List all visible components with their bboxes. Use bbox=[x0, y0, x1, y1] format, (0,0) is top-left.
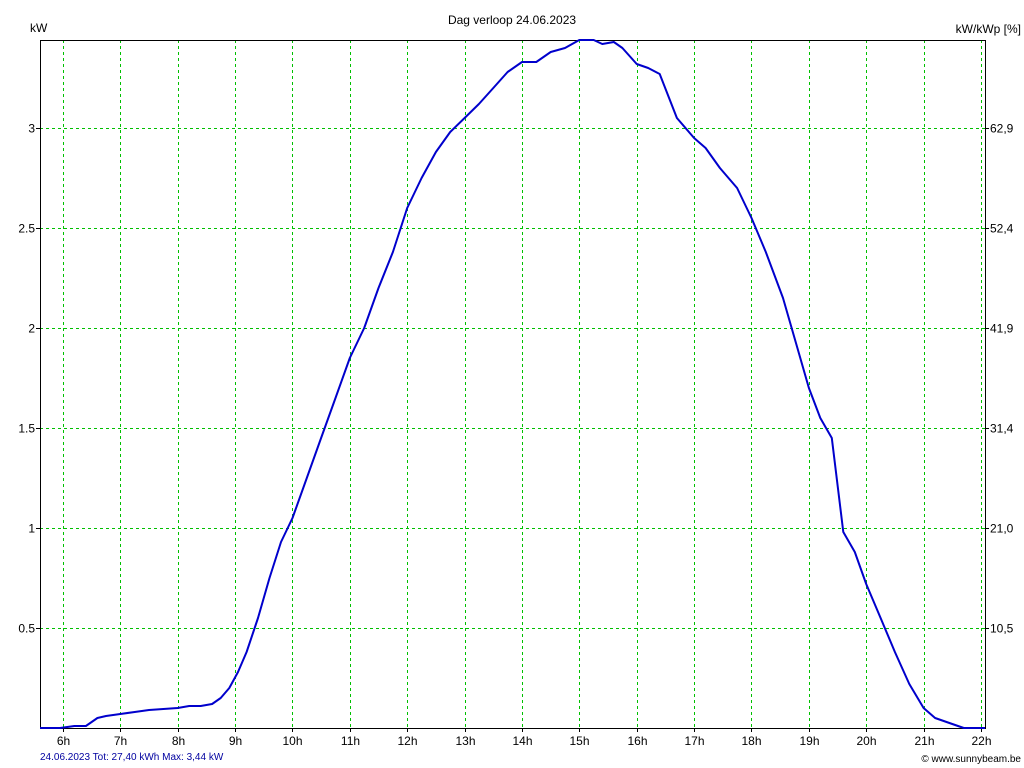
x-tick-label: 7h bbox=[114, 734, 127, 748]
y-tick-label-right: 52,4 bbox=[990, 222, 1014, 236]
x-tick-label: 15h bbox=[569, 734, 589, 748]
axis-ticks: 6h 7h 8h 9h 10h 11h 12h 13h 14h 15h 16h 17h 18h 19h 20… bbox=[18, 122, 1013, 749]
y-axis-right-label: kW/kWp [%] bbox=[956, 22, 1021, 36]
y-tick-label-left: 3 bbox=[28, 122, 35, 136]
footer-summary: 24.06.2023 Tot: 27,40 kWh Max: 3,44 kW bbox=[40, 752, 224, 763]
y-tick-label-left: 1 bbox=[28, 522, 35, 536]
x-tick-label: 20h bbox=[856, 734, 876, 748]
power-series-line bbox=[40, 39, 985, 729]
x-tick-label: 10h bbox=[282, 734, 302, 748]
grid bbox=[40, 40, 985, 728]
x-tick-label: 21h bbox=[914, 734, 934, 748]
y-tick-label-right: 31,4 bbox=[990, 422, 1014, 436]
series-layer bbox=[40, 39, 985, 729]
x-tick-label: 9h bbox=[229, 734, 242, 748]
plot-frame bbox=[40, 40, 986, 729]
y-tick-label-left: 2 bbox=[28, 322, 35, 336]
x-tick-label: 18h bbox=[741, 734, 761, 748]
x-tick-label: 13h bbox=[455, 734, 475, 748]
y-tick-label-left: 0.5 bbox=[18, 622, 35, 636]
y-tick-label-right: 21,0 bbox=[990, 522, 1014, 536]
x-tick-label: 12h bbox=[397, 734, 417, 748]
x-tick-label: 11h bbox=[341, 734, 360, 748]
x-tick-label: 8h bbox=[172, 734, 185, 748]
y-tick-label-right: 62,9 bbox=[990, 122, 1014, 136]
y-tick-label-right: 41,9 bbox=[990, 322, 1014, 336]
x-tick-label: 14h bbox=[512, 734, 532, 748]
footer-copyright: © www.sunnybeam.be bbox=[921, 754, 1021, 765]
x-tick-label: 16h bbox=[627, 734, 647, 748]
y-tick-label-right: 10,5 bbox=[990, 622, 1014, 636]
y-axis-left-label: kW bbox=[30, 21, 48, 35]
x-tick-label: 19h bbox=[799, 734, 819, 748]
x-tick-label: 6h bbox=[57, 734, 70, 748]
y-tick-label-left: 1.5 bbox=[18, 422, 35, 436]
chart-title: Dag verloop 24.06.2023 bbox=[448, 13, 576, 27]
x-tick-label: 17h bbox=[684, 734, 704, 748]
y-tick-label-left: 2.5 bbox=[18, 222, 35, 236]
x-tick-label: 22h bbox=[971, 734, 991, 748]
